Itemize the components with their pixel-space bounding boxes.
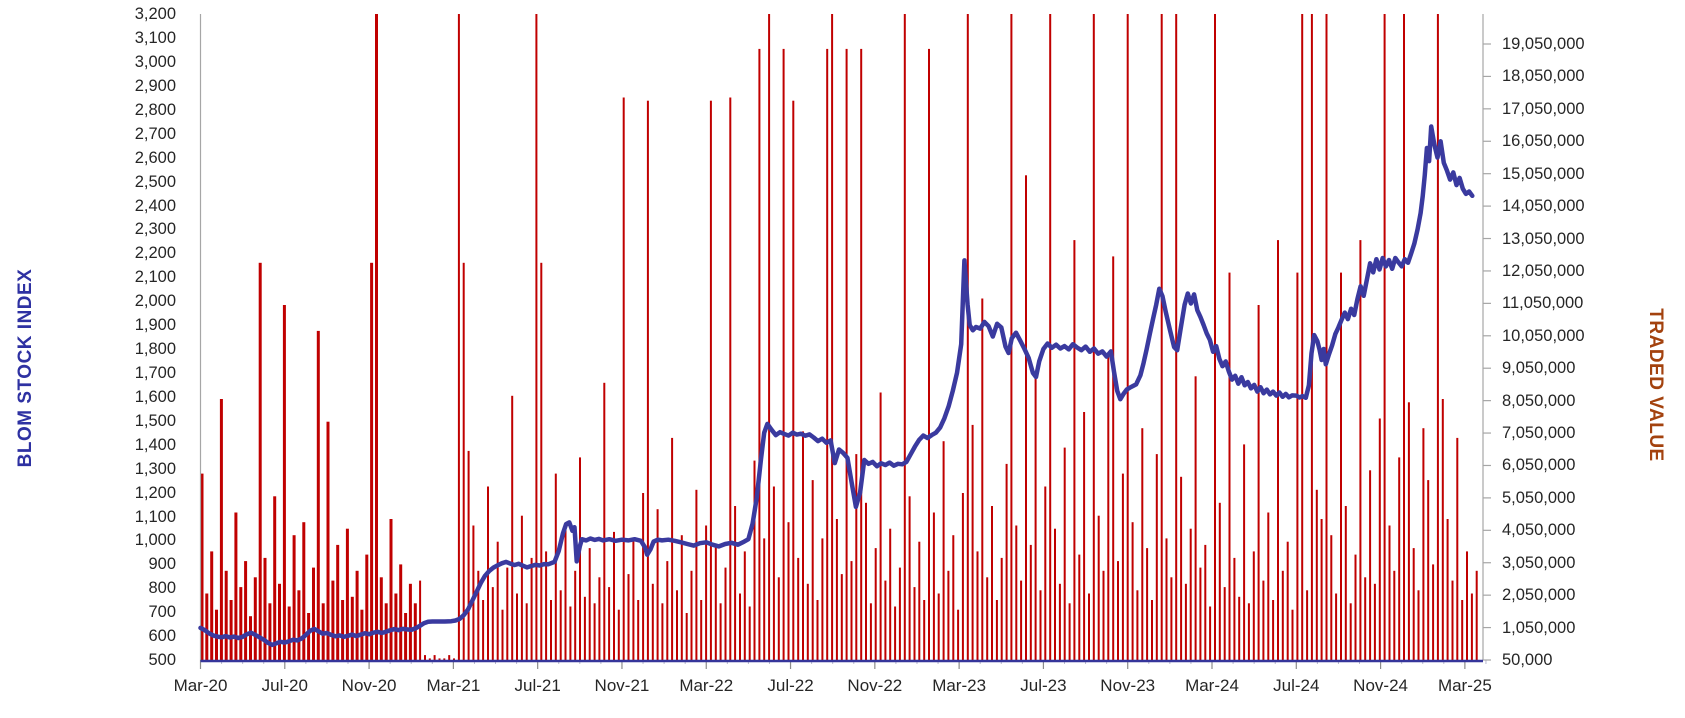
left-axis-tick-label: 900: [148, 555, 176, 574]
right-axis-tick-label: 8,050,000: [1502, 391, 1576, 410]
left-axis-tick-label: 2,500: [134, 172, 176, 191]
right-axis-tick-label: 19,050,000: [1502, 35, 1585, 53]
left-axis-tick-label: 3,200: [134, 5, 176, 24]
left-axis-tick-label: 2,900: [134, 76, 176, 95]
x-axis-tick-label: Mar-23: [932, 676, 987, 695]
left-axis-tick-label: 800: [148, 579, 176, 598]
left-axis-tick-label: 500: [148, 651, 176, 670]
x-axis-tick-label: Jul-20: [261, 676, 308, 695]
left-axis-tick-label: 3,000: [134, 52, 176, 71]
left-axis-tick-label: 700: [148, 603, 176, 622]
x-axis-tick-label: Nov-20: [341, 676, 397, 695]
traded-value-bars: [200, 14, 1478, 661]
left-axis-tick-label: 2,600: [134, 148, 176, 167]
blom-index-line: [198, 124, 1475, 648]
right-axis-tick-label: 10,050,000: [1502, 326, 1585, 345]
x-axis-tick-label: Nov-23: [1100, 676, 1156, 695]
right-axis-tick-label: 15,050,000: [1502, 164, 1585, 183]
right-axis-tick-label: 2,050,000: [1502, 586, 1576, 605]
x-axis-tick-label: Jul-24: [1273, 676, 1320, 695]
x-axis-tick-label: Jul-22: [767, 676, 814, 695]
left-axis-tick-label: 600: [148, 627, 176, 646]
left-axis-tick-label: 1,700: [134, 363, 176, 382]
x-axis-tick-label: Mar-25: [1437, 676, 1492, 695]
right-axis-tick-label: 6,050,000: [1502, 456, 1576, 475]
right-axis-tick-label: 4,050,000: [1502, 521, 1576, 540]
right-axis-tick-label: 3,050,000: [1502, 553, 1576, 572]
left-axis-tick-label: 1,200: [134, 483, 176, 502]
left-axis-tick-label: 2,300: [134, 220, 176, 239]
right-axis-tick-label: 5,050,000: [1502, 488, 1576, 507]
right-axis-tick-label: 17,050,000: [1502, 99, 1585, 118]
right-axis-tick-label: 14,050,000: [1502, 197, 1585, 216]
x-axis-tick-label: Mar-22: [679, 676, 734, 695]
x-axis-tick-label: Mar-20: [173, 676, 228, 695]
right-axis-tick-label: 16,050,000: [1502, 132, 1585, 151]
right-axis-tick-label: 50,000: [1502, 650, 1553, 669]
left-axis-tick-label: 1,300: [134, 459, 176, 478]
left-axis-tick-label: 2,800: [134, 100, 176, 119]
left-axis-tick-label: 2,200: [134, 244, 176, 263]
x-axis-tick-label: Mar-24: [1185, 676, 1239, 695]
x-axis-tick-label: Mar-21: [426, 676, 481, 695]
left-axis-tick-label: 2,000: [134, 292, 176, 311]
x-axis-tick-label: Jul-21: [514, 676, 561, 695]
left-axis-tick-label: 1,400: [134, 435, 176, 454]
left-axis-tick-label: 3,100: [134, 29, 176, 48]
right-axis-tick-label: 13,050,000: [1502, 229, 1585, 248]
right-axis-tick-label: 18,050,000: [1502, 67, 1585, 86]
x-axis-tick-label: Jul-23: [1020, 676, 1067, 695]
right-axis-tick-label: 7,050,000: [1502, 424, 1576, 443]
left-axis-tick-label: 2,700: [134, 124, 176, 143]
left-axis-tick-label: 1,100: [134, 507, 176, 526]
right-axis-tick-label: 9,050,000: [1502, 359, 1576, 378]
x-axis-tick-label: Nov-24: [1353, 676, 1408, 695]
left-axis-tick-label: 2,100: [134, 268, 176, 287]
right-axis-tick-label: 1,050,000: [1502, 618, 1576, 637]
left-axis-tick-label: 1,800: [134, 340, 176, 359]
x-axis-tick-label: Nov-22: [847, 676, 903, 695]
left-axis-tick-label: 2,400: [134, 196, 176, 215]
left-axis-tick-label: 1,000: [134, 531, 176, 550]
right-axis-tick-label: 11,050,000: [1502, 294, 1584, 313]
left-axis-tick-label: 1,900: [134, 316, 176, 335]
right-axis-tick-label: 12,050,000: [1502, 261, 1585, 280]
left-axis-tick-label: 1,600: [134, 387, 176, 406]
x-axis-tick-label: Nov-21: [594, 676, 650, 695]
left-axis-tick-label: 1,500: [134, 411, 176, 430]
